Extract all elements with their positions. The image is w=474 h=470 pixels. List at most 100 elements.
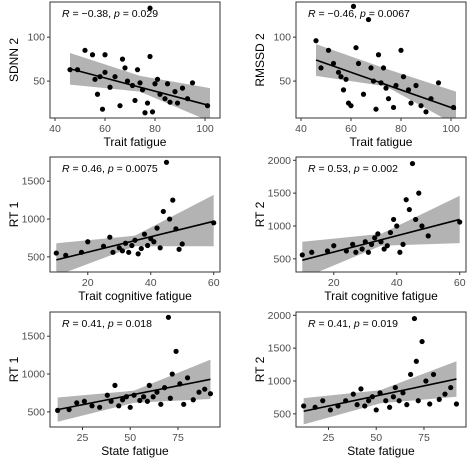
data-point xyxy=(107,84,113,90)
data-point xyxy=(350,241,356,247)
data-point xyxy=(97,404,103,410)
data-point xyxy=(147,5,153,11)
data-point xyxy=(350,391,356,397)
data-point xyxy=(163,159,170,165)
data-point xyxy=(365,249,372,255)
data-point xyxy=(408,371,414,378)
p-symbol: p xyxy=(353,163,360,175)
data-point xyxy=(350,3,357,9)
r-value: = 0.41, xyxy=(316,318,354,330)
x-tick-label: 80 xyxy=(395,123,407,135)
x-axis-title: Trait fatigue xyxy=(350,135,413,149)
data-point xyxy=(309,249,315,255)
x-tick-label: 40 xyxy=(49,123,61,135)
panel-5: 25 50 75 500 1000 1500 State fatigue RT 1 R = 0.… xyxy=(7,311,221,458)
data-point xyxy=(372,235,378,241)
regression-line xyxy=(302,218,460,261)
data-point xyxy=(408,100,414,106)
x-tick-label: 20 xyxy=(82,277,94,289)
data-point xyxy=(144,100,151,106)
p-value: = 0.002 xyxy=(360,163,398,175)
data-point xyxy=(160,208,166,215)
data-point xyxy=(176,246,182,252)
data-point xyxy=(360,91,367,97)
data-point xyxy=(207,391,214,397)
data-point xyxy=(102,69,108,75)
correlation-annotation: R = 0.53, p = 0.002 xyxy=(308,163,398,175)
data-point xyxy=(167,395,173,401)
data-point xyxy=(147,53,153,60)
data-point xyxy=(353,45,359,51)
data-point xyxy=(164,81,171,87)
panel-3: 20 40 60 500 1000 1500 Trait cognitive fatigue… xyxy=(7,156,221,303)
data-point xyxy=(413,216,419,223)
data-point xyxy=(423,109,429,115)
data-point xyxy=(381,246,387,252)
x-tick-label: 25 xyxy=(77,432,89,444)
y-tick-label: 50 xyxy=(279,76,291,88)
x-tick-label: 40 xyxy=(391,277,403,289)
x-tick-label: 100 xyxy=(442,123,460,135)
y-tick-label: 500 xyxy=(27,251,45,263)
plot-frame xyxy=(49,156,221,273)
data-point xyxy=(82,47,88,53)
data-point xyxy=(167,99,173,105)
data-point xyxy=(189,80,196,86)
data-point xyxy=(400,241,406,247)
data-point xyxy=(137,80,143,86)
correlation-annotation: R = −0.38, p = 0.029 xyxy=(62,8,158,20)
x-tick-label: 25 xyxy=(323,432,335,444)
data-point xyxy=(340,87,347,93)
x-axis-title: State fatigue xyxy=(101,444,169,458)
x-tick-label: 20 xyxy=(328,277,340,289)
y-tick-label: 500 xyxy=(273,253,291,265)
data-point xyxy=(92,76,98,82)
plot-area xyxy=(67,5,211,118)
data-point xyxy=(154,225,160,231)
confidence-band xyxy=(316,44,456,118)
data-point xyxy=(138,245,144,252)
data-point xyxy=(355,60,362,67)
data-point xyxy=(335,69,342,75)
data-point xyxy=(453,401,460,407)
data-point xyxy=(117,103,123,109)
data-point xyxy=(116,403,122,409)
data-point xyxy=(318,65,324,71)
data-point xyxy=(146,382,152,388)
x-tick-label: 75 xyxy=(172,432,184,444)
data-point xyxy=(330,60,337,67)
data-point xyxy=(375,52,382,58)
y-tick-label: 100 xyxy=(273,32,291,44)
data-point xyxy=(419,338,425,345)
x-axis-title: State fatigue xyxy=(347,444,415,458)
p-symbol: p xyxy=(107,318,114,330)
x-tick-label: 100 xyxy=(196,123,214,135)
data-point xyxy=(89,403,95,409)
y-axis-title: RMSSD 2 xyxy=(253,33,267,87)
data-point xyxy=(419,223,425,229)
data-point xyxy=(112,74,118,80)
data-point xyxy=(373,106,379,112)
y-axis-title: RT 1 xyxy=(7,201,21,227)
y-tick-label: 2000 xyxy=(268,310,292,322)
r-symbol: R xyxy=(62,163,70,175)
data-point xyxy=(149,109,156,115)
x-tick-label: 60 xyxy=(208,277,220,289)
panel-2: 40 60 80 100 50 100 Trait fatigue RMSSD 2 R = −0… xyxy=(253,1,467,149)
x-tick-label: 60 xyxy=(454,277,466,289)
r-value: = 0.41, xyxy=(70,318,108,330)
plot-frame xyxy=(49,1,221,119)
data-point xyxy=(181,401,187,407)
r-value: = −0.46, xyxy=(316,8,360,20)
data-point xyxy=(53,250,59,256)
x-tick-label: 80 xyxy=(149,123,161,135)
data-point xyxy=(154,76,161,82)
p-value: = 0.029 xyxy=(120,8,158,20)
regression-line xyxy=(57,378,211,411)
y-tick-label: 1500 xyxy=(22,331,46,343)
r-value: = 0.53, xyxy=(316,163,354,175)
data-point xyxy=(152,81,158,87)
y-axis-title: RT 1 xyxy=(7,356,21,382)
data-point xyxy=(390,216,397,223)
data-point xyxy=(365,398,372,404)
